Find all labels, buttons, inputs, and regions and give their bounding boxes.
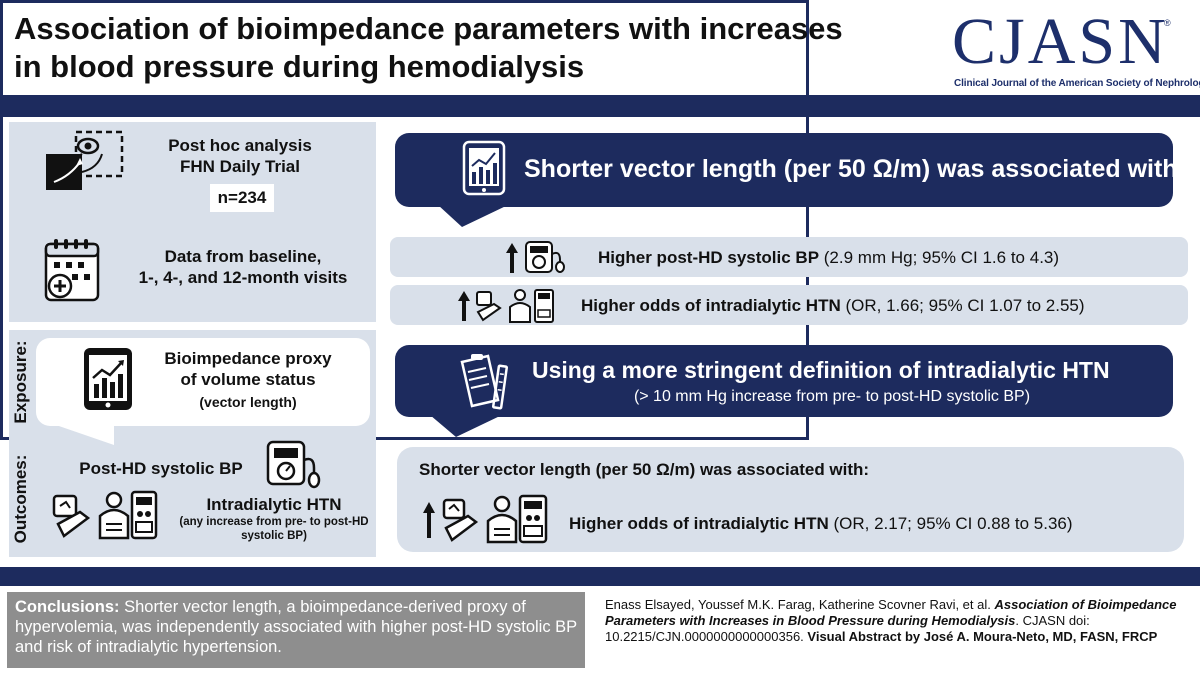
sensitivity-row-detail: (OR, 2.17; 95% CI 0.88 to 5.36) (828, 514, 1073, 533)
top-divider-band (0, 95, 1200, 117)
outcome-2-note-1: (any increase from pre- to post-HD (179, 516, 369, 528)
dialysis-patient-icon (52, 490, 158, 540)
results-heading: Shorter vector length (per 50 Ω/m) was a… (524, 155, 1186, 183)
journal-logo: CJASN ® Clinical Journal of the American… (952, 5, 1200, 92)
design-line-1: Post hoc analysis (168, 136, 312, 155)
exposure-line-2: of volume status (180, 370, 316, 389)
clipboard-ruler-icon (460, 354, 509, 410)
page-title: Association of bioimpedance parameters w… (14, 10, 934, 86)
outcome-2-note-2: systolic BP) (241, 530, 307, 542)
results-heading-pointer (438, 205, 508, 227)
exposure-line-1: Bioimpedance proxy (164, 349, 332, 368)
bp-monitor-icon-row1 (525, 241, 565, 273)
analysis-icon (46, 130, 124, 190)
sensitivity-panel-heading: Shorter vector length (per 50 Ω/m) was a… (419, 460, 870, 479)
up-arrow-icon (506, 243, 518, 273)
design-line-2: FHN Daily Trial (180, 157, 300, 176)
callout-pointer (56, 425, 114, 445)
logo-subtitle: Clinical Journal of the American Society… (954, 78, 1200, 89)
result-row-2-text: Higher odds of intradialytic HTN (OR, 1.… (581, 296, 1085, 316)
outcome-1-text: Post-HD systolic BP (79, 459, 243, 478)
title-line-2: in blood pressure during hemodialysis (14, 49, 585, 84)
sensitivity-heading-pointer (430, 415, 502, 437)
up-arrow-icon-sensitivity (423, 502, 435, 538)
calendar-icon (44, 239, 100, 302)
bottom-divider-band (0, 567, 1200, 586)
citation-authors: Enass Elsayed, Youssef M.K. Farag, Kathe… (605, 597, 995, 612)
citation: Enass Elsayed, Youssef M.K. Farag, Kathe… (605, 597, 1190, 645)
logo-registered-mark: ® (1164, 18, 1171, 28)
conclusions-text: Shorter vector length, a bioimpedance-de… (15, 598, 577, 656)
tablet-chart-icon-results (462, 140, 506, 196)
sensitivity-heading: Using a more stringent definition of int… (532, 357, 1110, 383)
sample-size-badge: n=234 (210, 184, 274, 212)
result-row-1-detail: (2.9 mm Hg; 95% CI 1.6 to 4.3) (819, 248, 1060, 267)
result-row-1-text: Higher post-HD systolic BP (2.9 mm Hg; 9… (598, 248, 1059, 268)
study-design-text: Post hoc analysis FHN Daily Trial (140, 135, 340, 177)
result-row-2-bold: Higher odds of intradialytic HTN (581, 296, 841, 315)
dialysis-patient-icon-sensitivity (442, 494, 548, 544)
logo-text: CJASN (952, 5, 1169, 78)
visual-abstract-credit: Visual Abstract by José A. Moura-Neto, M… (807, 629, 1158, 644)
outcome-2-text: Intradialytic HTN (any increase from pre… (176, 494, 372, 543)
citation-doi: . CJASN doi: 10.2215/CJN.000000000000035… (605, 613, 1090, 644)
result-row-2-detail: (OR, 1.66; 95% CI 1.07 to 2.55) (840, 296, 1085, 315)
up-arrow-icon-row2 (458, 291, 470, 321)
conclusions-label: Conclusions: (15, 598, 120, 616)
sensitivity-row-text: Higher odds of intradialytic HTN (OR, 2.… (569, 514, 1073, 534)
sensitivity-heading-box (395, 345, 1173, 417)
outcome-2-label: Intradialytic HTN (206, 495, 342, 514)
visits-text: Data from baseline, 1-, 4-, and 12-month… (112, 246, 374, 288)
visits-line-2: 1-, 4-, and 12-month visits (138, 268, 348, 287)
citation-title: Association of Bioimpedance Parameters w… (605, 597, 1177, 628)
exposure-label: Exposure: (11, 340, 30, 424)
title-line-1: Association of bioimpedance parameters w… (14, 11, 843, 46)
exposure-text: Bioimpedance proxy of volume status (vec… (142, 348, 354, 413)
result-row-post-hd-bp (390, 237, 1188, 277)
bp-monitor-icon (266, 440, 321, 489)
result-row-1-bold: Higher post-HD systolic BP (598, 248, 820, 267)
exposure-line-3: (vector length) (199, 394, 297, 410)
tablet-chart-icon (84, 348, 132, 410)
results-heading-box (395, 133, 1173, 207)
sensitivity-subheading: (> 10 mm Hg increase from pre- to post-H… (633, 388, 1031, 405)
outcomes-label: Outcomes: (11, 454, 30, 544)
dialysis-patient-icon-row2 (476, 289, 554, 323)
conclusions-box: Conclusions: Shorter vector length, a bi… (7, 592, 585, 668)
visits-line-1: Data from baseline, (164, 247, 322, 266)
sensitivity-row-bold: Higher odds of intradialytic HTN (569, 514, 829, 533)
